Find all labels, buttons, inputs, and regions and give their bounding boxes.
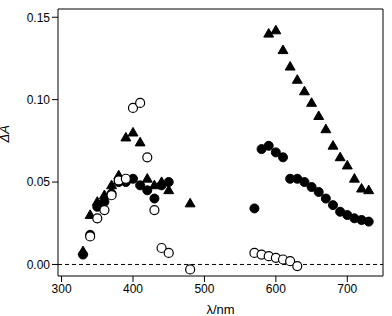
svg-text:0.15: 0.15 bbox=[27, 11, 51, 25]
svg-text:0.10: 0.10 bbox=[27, 93, 51, 107]
svg-text:400: 400 bbox=[123, 282, 143, 296]
svg-text:0.05: 0.05 bbox=[27, 175, 51, 189]
svg-text:0.00: 0.00 bbox=[27, 258, 51, 272]
svg-text:ΔA: ΔA bbox=[8, 125, 12, 143]
svg-text:600: 600 bbox=[266, 282, 286, 296]
svg-text:λ/nm: λ/nm bbox=[206, 302, 234, 316]
svg-text:300: 300 bbox=[52, 282, 72, 296]
svg-text:700: 700 bbox=[337, 282, 357, 296]
svg-text:500: 500 bbox=[194, 282, 214, 296]
